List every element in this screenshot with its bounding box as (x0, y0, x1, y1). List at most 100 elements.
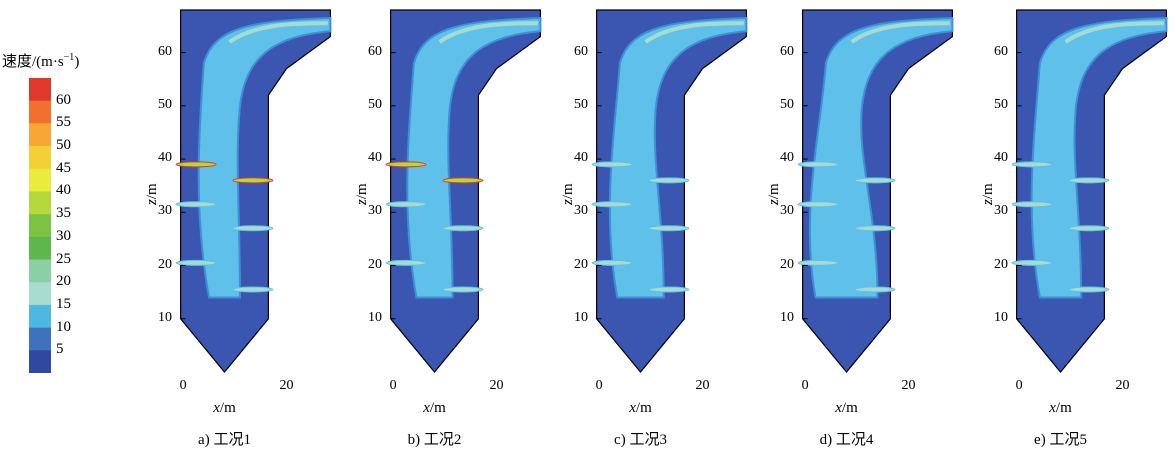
outlet-high-velocity-streak (1064, 21, 1164, 44)
panel-caption: d) 工况4 (819, 432, 874, 448)
burner-jet (442, 225, 484, 232)
outlet-high-velocity-streak (850, 21, 950, 44)
x-axis-label: x/m (835, 400, 858, 416)
y-tick-label: 30 (574, 203, 588, 219)
y-tick-label: 50 (780, 96, 794, 112)
legend-tick: 35 (56, 205, 71, 222)
y-tick-label: 60 (574, 43, 588, 59)
legend-swatch (29, 78, 51, 102)
legend-swatch (29, 146, 51, 170)
legend-swatch (29, 123, 51, 147)
burner-jet (385, 201, 427, 208)
burner-jet (385, 161, 427, 168)
burner-jet (591, 161, 633, 168)
y-tick-label: 40 (994, 150, 1008, 166)
burner-jet (854, 225, 896, 232)
burner-jet (797, 259, 839, 266)
burner-jet (232, 286, 274, 293)
y-tick-label: 60 (780, 43, 794, 59)
burner-jet (175, 201, 217, 208)
velocity-core-region (808, 16, 954, 299)
y-tick-label: 10 (158, 309, 172, 325)
burner-jet (1011, 161, 1053, 168)
x-axis-label: x/m (213, 400, 236, 416)
y-tick-label: 30 (994, 203, 1008, 219)
burner-jet (1068, 177, 1110, 184)
burner-jet (175, 161, 217, 168)
burner-jet (442, 286, 484, 293)
legend-swatch (29, 191, 51, 215)
y-tick-label: 50 (574, 96, 588, 112)
burner-jet (385, 259, 427, 266)
legend-tick: 40 (56, 182, 71, 199)
x-tick-label: 20 (695, 378, 710, 393)
burner-jet (232, 177, 274, 184)
burner-jet (797, 161, 839, 168)
y-tick-label: 20 (574, 256, 588, 272)
burner-jet (648, 177, 690, 184)
x-tick-label: 0 (801, 378, 809, 393)
legend-swatch (29, 236, 51, 261)
legend-tick: 25 (56, 250, 71, 267)
y-axis-label: z/m (980, 183, 996, 205)
y-tick-label: 30 (158, 203, 172, 219)
y-tick-label: 60 (368, 43, 382, 59)
outlet-high-velocity-streak (438, 21, 538, 44)
panel-caption: c) 工况3 (614, 432, 667, 448)
y-tick-label: 50 (368, 96, 382, 112)
y-tick-label: 60 (158, 43, 172, 59)
y-tick-label: 50 (158, 96, 172, 112)
y-tick-label: 30 (780, 203, 794, 219)
outlet-high-velocity-streak (644, 21, 744, 44)
y-tick-label: 20 (994, 256, 1008, 272)
velocity-core-region (197, 16, 332, 299)
legend-swatch (29, 282, 51, 306)
legend-tick: 30 (56, 227, 71, 244)
burner-jet (442, 177, 484, 184)
x-axis-label: x/m (629, 400, 652, 416)
legend-title: 速度/(m·s−1) (2, 52, 80, 70)
burner-jet (591, 259, 633, 266)
burner-jet (854, 177, 896, 184)
burner-jet (648, 286, 690, 293)
legend-tick: 55 (56, 114, 71, 131)
panel-caption: e) 工况5 (1034, 432, 1087, 448)
legend-swatch (29, 327, 51, 351)
velocity-core-region (406, 16, 542, 299)
legend-tick: 50 (56, 137, 71, 154)
x-tick-label: 0 (389, 378, 397, 393)
burner-jet (1011, 259, 1053, 266)
velocity-core-region (608, 16, 748, 299)
burner-jet (797, 201, 839, 208)
burner-jet (854, 286, 896, 293)
legend-colorbar (29, 78, 51, 373)
x-tick-label: 20 (489, 378, 504, 393)
burner-jet (175, 259, 217, 266)
y-tick-label: 10 (574, 309, 588, 325)
y-tick-label: 10 (994, 309, 1008, 325)
legend-tick: 10 (56, 318, 71, 335)
y-tick-label: 60 (994, 43, 1008, 59)
x-axis-label: x/m (423, 400, 446, 416)
legend-tick: 15 (56, 295, 71, 312)
panel-caption: a) 工况1 (198, 432, 251, 448)
legend-swatch (29, 259, 51, 283)
legend-tick: 60 (56, 91, 71, 108)
y-tick-label: 20 (780, 256, 794, 272)
y-tick-label: 20 (158, 256, 172, 272)
x-tick-label: 20 (279, 378, 294, 393)
legend-swatch (29, 100, 51, 124)
y-tick-label: 40 (368, 150, 382, 166)
x-tick-label: 0 (179, 378, 187, 393)
y-tick-label: 10 (780, 309, 794, 325)
burner-jet (232, 225, 274, 232)
velocity-core-region (1030, 16, 1168, 299)
x-tick-label: 20 (1115, 378, 1130, 393)
x-tick-label: 0 (1015, 378, 1023, 393)
y-tick-label: 10 (368, 309, 382, 325)
